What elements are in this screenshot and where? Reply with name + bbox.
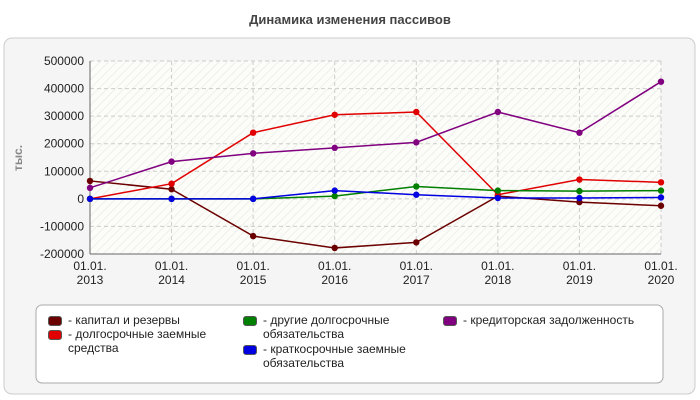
point [413, 191, 420, 198]
point [249, 195, 257, 203]
series-line [89, 111, 662, 200]
y-tick-label: -200000 [40, 247, 84, 261]
chart-title: Динамика изменения пассивов [249, 12, 451, 27]
y-tick-label: 500000 [44, 54, 84, 68]
legend-swatch [48, 330, 62, 340]
legend-swatch [243, 345, 257, 355]
series-line [89, 180, 662, 249]
point [576, 176, 583, 183]
y-axis-label: тыс. [11, 145, 25, 171]
legend-label: - капитал и резервы [68, 313, 180, 327]
x-tick-label: 01.01. 2019 [563, 259, 596, 287]
point [249, 232, 257, 240]
point [331, 187, 338, 194]
x-tick-label: 01.01. 2015 [236, 259, 269, 287]
point [494, 187, 502, 194]
legend-entry: - кредиторская задолженность [443, 313, 663, 327]
legend-label: - другие долгосрочные обязательства [263, 313, 390, 341]
point [494, 194, 502, 202]
legend-swatch [48, 316, 62, 326]
point [576, 194, 583, 202]
point [576, 129, 583, 136]
legend-swatch [243, 316, 257, 326]
legend-label: - долгосрочные заемные средства [68, 327, 207, 355]
point [168, 195, 175, 203]
point [494, 108, 502, 116]
point [168, 186, 175, 193]
point [168, 158, 175, 165]
y-tick-label: 0 [77, 192, 84, 206]
point [86, 195, 94, 203]
point [331, 111, 338, 118]
x-tick-label: 01.01. 2020 [644, 259, 677, 287]
legend-label: - кредиторская задолженность [463, 313, 635, 327]
legend-box [35, 304, 664, 384]
legend-entry: - другие долгосрочные обязательства [243, 313, 423, 341]
x-tick-label: 01.01. 2018 [481, 259, 514, 287]
point [249, 150, 257, 157]
point [657, 194, 665, 201]
point [86, 184, 94, 192]
point [168, 180, 175, 187]
y-tick-label: 300000 [44, 109, 84, 123]
point [576, 187, 583, 195]
legend-entry: - долгосрочные заемные средства [48, 327, 228, 355]
point [331, 244, 338, 252]
x-tick-label: 01.01. 2013 [73, 259, 106, 287]
legend-entry: - краткосрочные заемные обязательства [243, 342, 423, 370]
legend-entry: - капитал и резервы [48, 313, 228, 327]
point [657, 78, 665, 85]
point [413, 108, 420, 116]
x-tick-label: 01.01. 2016 [318, 259, 351, 287]
y-tick-label: 200000 [44, 137, 84, 151]
point [413, 183, 420, 190]
y-tick-label: -100000 [40, 219, 84, 233]
point [413, 239, 420, 246]
plot-area [90, 61, 661, 254]
point [331, 192, 338, 200]
x-tick-label: 01.01. 2017 [400, 259, 433, 287]
point [657, 187, 665, 194]
point [657, 179, 665, 186]
y-tick-label: 100000 [44, 164, 84, 178]
legend-swatch [443, 316, 457, 326]
point [86, 177, 94, 185]
y-tick-label: 400000 [44, 82, 84, 96]
point [331, 144, 338, 152]
point [249, 129, 257, 136]
point [657, 202, 665, 209]
series-line [90, 189, 662, 200]
point [413, 139, 420, 146]
x-tick-label: 01.01. 2014 [155, 259, 188, 287]
legend-label: - краткосрочные заемные обязательства [263, 342, 406, 370]
series-line [89, 81, 662, 189]
